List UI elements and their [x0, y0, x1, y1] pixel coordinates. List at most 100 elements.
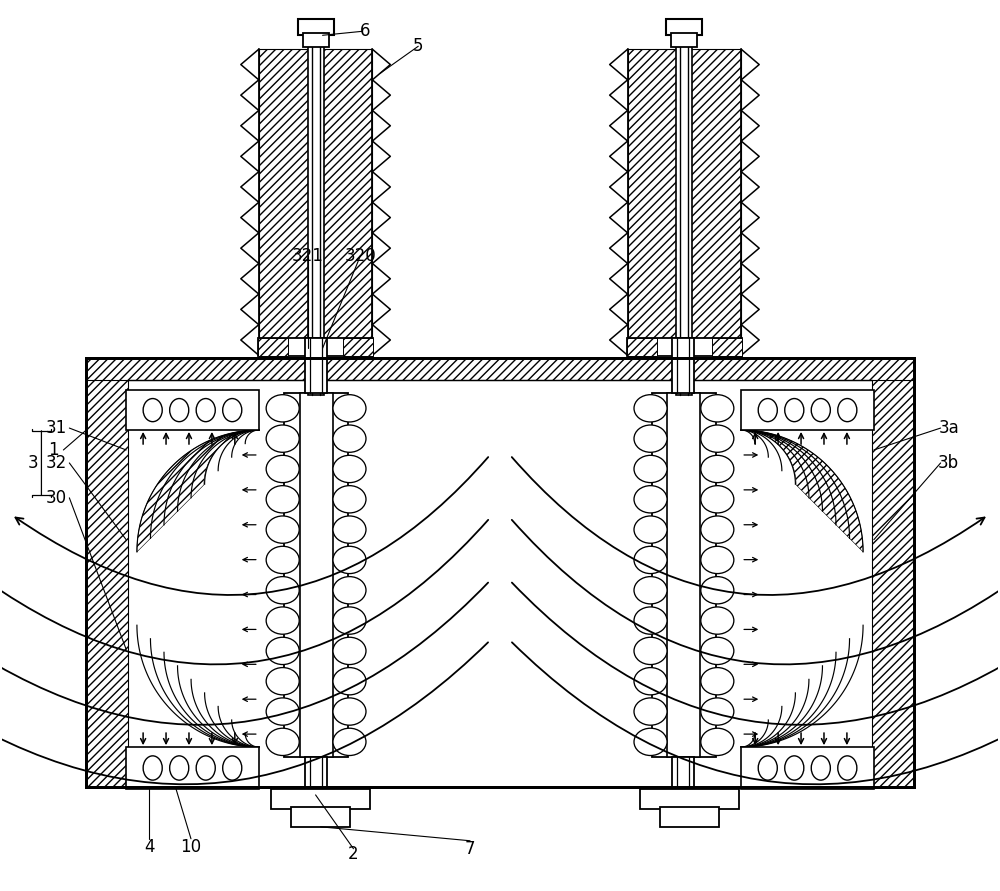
- Ellipse shape: [701, 637, 734, 665]
- Bar: [872, 358, 914, 787]
- Ellipse shape: [333, 425, 366, 453]
- Ellipse shape: [333, 637, 366, 665]
- Bar: [343, 339, 373, 356]
- Ellipse shape: [701, 455, 734, 483]
- Ellipse shape: [838, 398, 857, 421]
- Ellipse shape: [701, 516, 734, 544]
- Ellipse shape: [758, 756, 777, 781]
- Bar: [652, 393, 716, 757]
- Bar: [671, 33, 697, 47]
- Ellipse shape: [838, 756, 857, 781]
- Ellipse shape: [811, 756, 830, 781]
- Text: 10: 10: [180, 838, 202, 855]
- Ellipse shape: [701, 728, 734, 756]
- Ellipse shape: [701, 576, 734, 604]
- Bar: [300, 393, 333, 757]
- Text: 31: 31: [46, 419, 67, 437]
- Ellipse shape: [634, 395, 667, 422]
- Ellipse shape: [634, 455, 667, 483]
- Ellipse shape: [333, 576, 366, 604]
- Bar: [666, 20, 702, 36]
- Bar: [86, 358, 914, 787]
- Bar: [308, 20, 324, 395]
- Ellipse shape: [223, 398, 242, 421]
- Ellipse shape: [333, 486, 366, 513]
- Ellipse shape: [634, 607, 667, 634]
- Ellipse shape: [701, 486, 734, 513]
- Bar: [291, 807, 350, 827]
- Text: 7: 7: [465, 839, 475, 858]
- Ellipse shape: [333, 607, 366, 634]
- Ellipse shape: [701, 425, 734, 453]
- Ellipse shape: [333, 698, 366, 725]
- Ellipse shape: [266, 516, 299, 544]
- Ellipse shape: [333, 728, 366, 756]
- Ellipse shape: [196, 756, 215, 781]
- Ellipse shape: [266, 667, 299, 695]
- Bar: [305, 757, 327, 795]
- Ellipse shape: [758, 398, 777, 421]
- Ellipse shape: [634, 516, 667, 544]
- Ellipse shape: [634, 486, 667, 513]
- Bar: [86, 358, 914, 787]
- Bar: [676, 20, 692, 395]
- Ellipse shape: [143, 756, 162, 781]
- FancyArrowPatch shape: [15, 457, 488, 595]
- Ellipse shape: [266, 425, 299, 453]
- Text: 6: 6: [360, 22, 371, 40]
- Ellipse shape: [634, 546, 667, 574]
- Bar: [86, 358, 914, 787]
- Bar: [627, 339, 657, 356]
- Ellipse shape: [333, 516, 366, 544]
- Bar: [741, 747, 874, 789]
- Bar: [712, 339, 742, 356]
- Ellipse shape: [811, 398, 830, 421]
- Ellipse shape: [196, 398, 215, 421]
- Ellipse shape: [266, 455, 299, 483]
- Ellipse shape: [333, 395, 366, 422]
- Ellipse shape: [170, 756, 189, 781]
- FancyArrowPatch shape: [0, 642, 488, 784]
- Bar: [667, 393, 700, 757]
- Bar: [86, 358, 128, 787]
- Ellipse shape: [333, 546, 366, 574]
- Polygon shape: [741, 430, 863, 552]
- Bar: [660, 807, 719, 827]
- Text: 32: 32: [46, 454, 67, 472]
- Ellipse shape: [266, 395, 299, 422]
- Bar: [640, 789, 739, 809]
- Ellipse shape: [785, 756, 804, 781]
- Ellipse shape: [333, 667, 366, 695]
- Ellipse shape: [266, 576, 299, 604]
- Bar: [741, 390, 874, 430]
- Text: 5: 5: [413, 37, 424, 55]
- Ellipse shape: [333, 455, 366, 483]
- Bar: [258, 339, 373, 356]
- Bar: [627, 339, 742, 356]
- Text: 3b: 3b: [938, 454, 959, 472]
- Bar: [126, 390, 259, 430]
- Bar: [298, 20, 334, 36]
- Ellipse shape: [701, 698, 734, 725]
- Bar: [258, 339, 288, 356]
- Ellipse shape: [634, 637, 667, 665]
- FancyArrowPatch shape: [512, 519, 1000, 665]
- Ellipse shape: [701, 546, 734, 574]
- Text: 30: 30: [46, 489, 67, 507]
- Ellipse shape: [634, 576, 667, 604]
- Ellipse shape: [634, 698, 667, 725]
- Ellipse shape: [266, 728, 299, 756]
- FancyArrowPatch shape: [0, 519, 488, 665]
- Ellipse shape: [266, 698, 299, 725]
- Ellipse shape: [266, 637, 299, 665]
- Bar: [126, 747, 259, 789]
- FancyArrowPatch shape: [512, 457, 985, 595]
- Ellipse shape: [266, 607, 299, 634]
- FancyArrowPatch shape: [512, 642, 1000, 784]
- Ellipse shape: [634, 425, 667, 453]
- Text: 1: 1: [48, 441, 59, 459]
- FancyArrowPatch shape: [0, 583, 488, 725]
- Ellipse shape: [170, 398, 189, 421]
- Polygon shape: [137, 430, 259, 552]
- Text: 2: 2: [348, 845, 359, 862]
